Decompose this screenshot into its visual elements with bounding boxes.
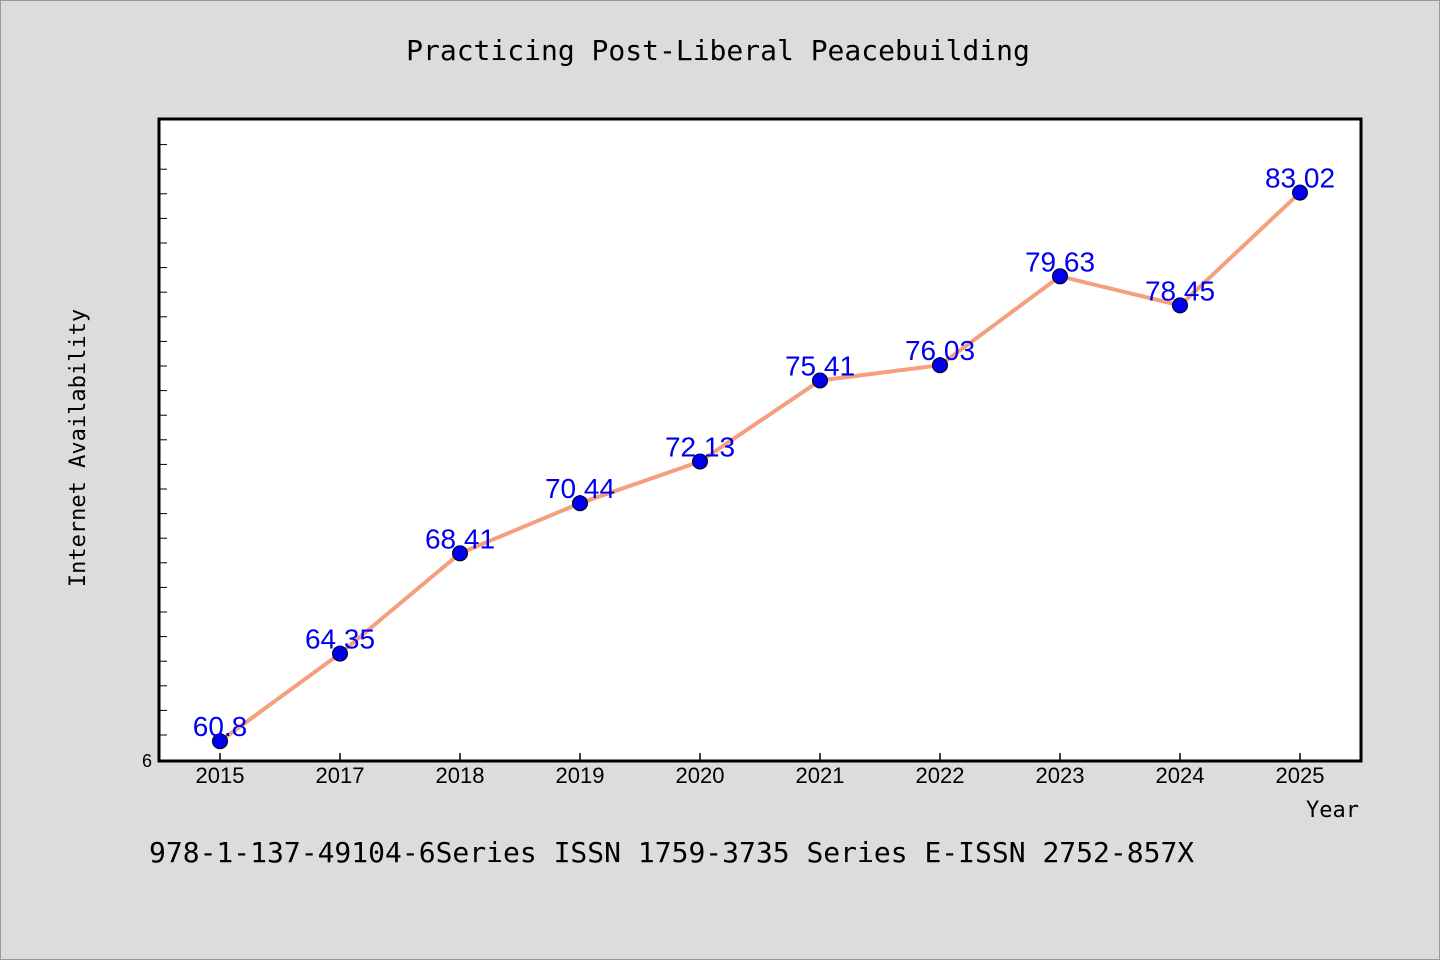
series-line xyxy=(218,191,1302,743)
data-point xyxy=(692,453,708,470)
data-label: 79.63 xyxy=(1025,246,1095,277)
data-point xyxy=(1052,268,1068,285)
data-label: 64.35 xyxy=(305,624,375,655)
data-label: 72.13 xyxy=(665,432,735,463)
x-axis-label: Year xyxy=(1306,798,1359,823)
series-group: 60.8 64.35 68.41 70.44 72.13 75.41 76.03 79.63 7… xyxy=(193,163,1335,750)
x-tick-label: 2023 xyxy=(1036,763,1085,788)
data-point xyxy=(332,645,348,662)
y-axis-label: Internet Availability xyxy=(66,309,91,587)
x-tick-label: 2019 xyxy=(556,763,605,788)
data-point xyxy=(1292,184,1308,201)
data-point xyxy=(812,372,828,389)
data-point xyxy=(1172,297,1188,314)
x-tick-label: 2025 xyxy=(1276,763,1325,788)
data-point xyxy=(572,495,588,512)
chart-title: Practicing Post-Liberal Peacebuilding xyxy=(406,34,1030,67)
x-tick-labels: 2015 2017 2018 2019 2020 2021 2022 2023 2024 2025 xyxy=(196,763,1325,788)
x-tick-label: 2015 xyxy=(196,763,245,788)
data-label: 83.02 xyxy=(1265,163,1335,194)
data-label: 75.41 xyxy=(785,351,855,382)
x-tick-label: 2018 xyxy=(436,763,485,788)
x-tick-label: 2024 xyxy=(1156,763,1205,788)
data-label: 68.41 xyxy=(425,523,495,554)
x-tick-label: 2021 xyxy=(796,763,845,788)
data-label: 60.8 xyxy=(193,711,248,742)
data-label: 78.45 xyxy=(1145,275,1215,306)
data-point xyxy=(212,733,228,750)
data-label: 76.03 xyxy=(905,335,975,366)
footer-isbn-issn: 978-1-137-49104-6Series ISSN 1759-3735 S… xyxy=(149,836,1194,869)
y-axis-ticks xyxy=(159,144,167,736)
data-point xyxy=(452,545,468,562)
data-label: 70.44 xyxy=(545,473,615,504)
x-axis-ticks xyxy=(219,753,1301,761)
x-tick-label: 2022 xyxy=(916,763,965,788)
y-axis-min-label: 6 xyxy=(142,751,152,771)
plot-area xyxy=(157,117,1363,763)
data-point xyxy=(932,357,948,374)
x-tick-label: 2020 xyxy=(676,763,725,788)
x-tick-label: 2017 xyxy=(316,763,365,788)
